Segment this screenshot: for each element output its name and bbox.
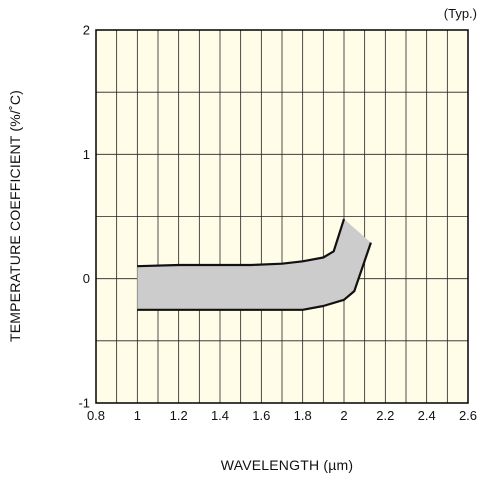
lower-bound-line (137, 242, 372, 311)
coefficient-band (137, 219, 371, 310)
plot-frame (95, 29, 469, 404)
x-tick-label: 1 (134, 408, 141, 423)
y-axis-title: TEMPERATURE COEFFICIENT (%/˚C) (7, 90, 23, 342)
x-tick-label: 1.2 (170, 408, 188, 423)
x-tick-label: 0.8 (87, 408, 105, 423)
y-tick-labels: -1 0 1 2 (78, 23, 90, 411)
x-tick-label: 2 (340, 408, 347, 423)
x-axis-title: WAVELENGTH (µm) (221, 457, 353, 473)
x-tick-label: 2.2 (376, 408, 394, 423)
grid (96, 30, 468, 403)
x-tick-label: 1.6 (252, 408, 270, 423)
x-tick-label: 2.4 (418, 408, 436, 423)
y-tick-label: 0 (83, 271, 90, 286)
y-tick-label: 1 (83, 147, 90, 162)
typical-note: (Typ.) (444, 6, 477, 21)
y-tick-label: -1 (78, 396, 90, 411)
series-lines (137, 218, 372, 311)
upper-bound-line (137, 218, 346, 268)
x-tick-label: 1.8 (294, 408, 312, 423)
x-tick-label: 1.4 (211, 408, 229, 423)
y-tick-label: 2 (83, 23, 90, 38)
x-tick-labels: 0.8 1 1.2 1.4 1.6 1.8 2 2.2 2.4 2.6 (87, 408, 477, 423)
x-tick-label: 2.6 (459, 408, 477, 423)
